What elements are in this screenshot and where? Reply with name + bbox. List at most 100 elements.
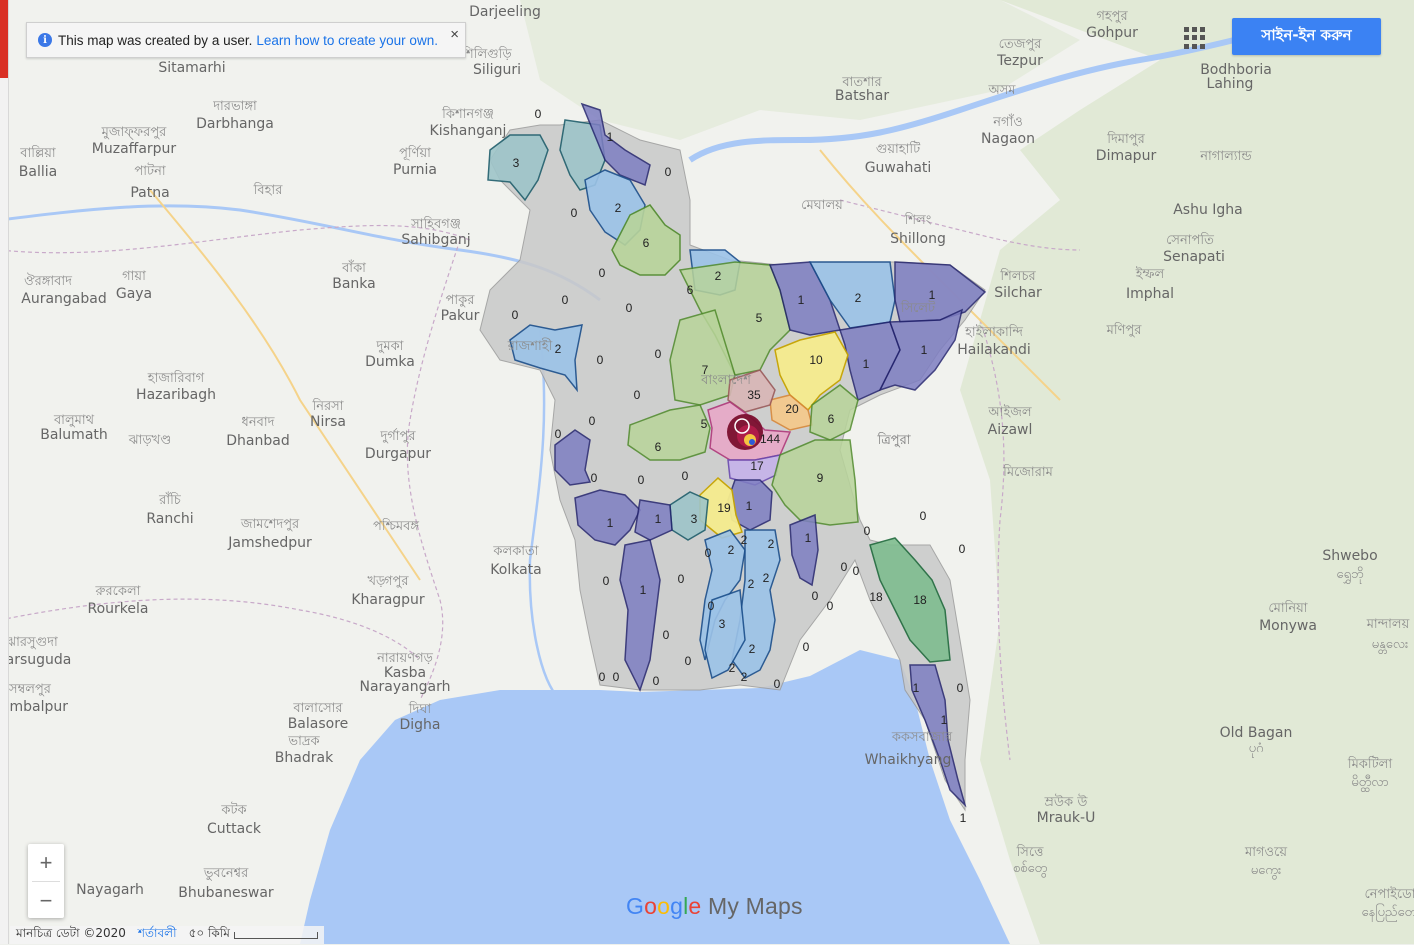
place-label: Ashu Igha bbox=[1173, 202, 1243, 218]
district-count-label: 2 bbox=[555, 342, 562, 356]
place-label: বাংলাদেশ bbox=[700, 373, 751, 388]
place-label: Balumath bbox=[40, 427, 108, 443]
state-border bbox=[406, 239, 461, 701]
district-count-label: 6 bbox=[828, 412, 835, 426]
place-label: তেজপুর bbox=[999, 37, 1042, 52]
state-border bbox=[0, 224, 471, 254]
place-label: Tezpur bbox=[996, 53, 1043, 69]
district-shape bbox=[727, 369, 776, 413]
place-label: မကွေး bbox=[1251, 863, 1282, 880]
place-label: পূর্ণিয়া bbox=[399, 145, 431, 161]
place-label: Senapati bbox=[1163, 249, 1225, 265]
place-label: Guwahati bbox=[865, 160, 932, 176]
place-label: গুয়াহাটি bbox=[876, 141, 921, 157]
place-label: Gohpur bbox=[1086, 25, 1138, 41]
district-shape bbox=[487, 134, 549, 202]
place-label: Pakur bbox=[441, 308, 480, 324]
district-count-label: 17 bbox=[750, 459, 764, 473]
place-label: নিরসা bbox=[312, 398, 344, 414]
place-label: অসম bbox=[987, 83, 1016, 98]
place-label: Gaya bbox=[116, 286, 152, 302]
place-label: হাজারিবাগ bbox=[147, 370, 205, 386]
district-count-label: 0 bbox=[555, 427, 562, 441]
zoom-control: + − bbox=[28, 844, 64, 918]
place-label: রাঁচি bbox=[158, 492, 182, 508]
district-count-label: 0 bbox=[535, 107, 542, 121]
place-label: মিকটিলা bbox=[1347, 756, 1393, 772]
apps-grid-icon[interactable] bbox=[1184, 27, 1206, 49]
place-label: Dhanbad bbox=[226, 433, 289, 449]
learn-more-link[interactable]: Learn how to create your own. bbox=[256, 32, 438, 48]
place-label: কটক bbox=[220, 802, 247, 818]
map-data-attribution: মানচিত্র ডেটা ©2020 bbox=[16, 926, 126, 940]
place-label: Nagaon bbox=[981, 131, 1035, 147]
district-count-label: 0 bbox=[841, 560, 848, 574]
district-count-label: 0 bbox=[803, 640, 810, 654]
highway bbox=[149, 189, 421, 581]
district-count-label: 0 bbox=[638, 473, 645, 487]
district-count-label: 1 bbox=[960, 811, 967, 825]
place-label: Shillong bbox=[890, 231, 946, 247]
district-count-label: 5 bbox=[756, 311, 763, 325]
district-count-label: 1 bbox=[929, 288, 936, 302]
district-count-label: 2 bbox=[763, 571, 770, 585]
district-count-label: 2 bbox=[748, 577, 755, 591]
state-border bbox=[0, 598, 421, 661]
close-icon[interactable]: × bbox=[450, 26, 459, 43]
district-count-label: 1 bbox=[607, 130, 614, 144]
place-label: ပုဂံ bbox=[1249, 741, 1264, 758]
district-count-label: 2 bbox=[615, 201, 622, 215]
hills-terrain bbox=[960, 0, 1414, 944]
district-count-label: 0 bbox=[613, 670, 620, 684]
zoom-in-button[interactable]: + bbox=[39, 849, 53, 875]
terms-link[interactable]: শর্তাবলী bbox=[137, 926, 177, 940]
place-label: Kharagpur bbox=[351, 592, 425, 608]
district-count-label: 2 bbox=[741, 533, 748, 547]
place-label: Rourkela bbox=[88, 601, 149, 617]
district-count-label: 0 bbox=[827, 599, 834, 613]
place-label: নগাঁও bbox=[992, 114, 1023, 130]
district-count-label: 0 bbox=[591, 471, 598, 485]
district-count-label: 1 bbox=[640, 583, 647, 597]
place-label: Nayagarh bbox=[76, 882, 144, 898]
place-label: Dumka bbox=[365, 354, 415, 370]
place-label: Kolkata bbox=[490, 562, 541, 578]
district-count-label: 18 bbox=[869, 590, 883, 604]
district-count-label: 0 bbox=[682, 469, 689, 483]
place-label: পশ্চিমবঙ্গ bbox=[373, 518, 419, 534]
place-label: হাইলাকান্দি bbox=[964, 324, 1023, 340]
place-label: নাগাল্যান্ড bbox=[1199, 149, 1252, 164]
place-label: সিত্তে bbox=[1016, 844, 1045, 860]
place-label: Aizawl bbox=[988, 422, 1033, 438]
place-label: বাল্লিয়া bbox=[19, 145, 56, 161]
place-label: জামশেদপুর bbox=[240, 517, 300, 532]
district-count-label: 0 bbox=[597, 353, 604, 367]
district-count-label: 0 bbox=[853, 564, 860, 578]
place-label: ম্রউক উ bbox=[1044, 794, 1089, 810]
place-label: গায়া bbox=[122, 269, 146, 284]
place-label: Kishanganj bbox=[430, 123, 507, 139]
district-count-label: 9 bbox=[817, 471, 824, 485]
district-count-label: 35 bbox=[747, 388, 761, 402]
place-label: সেনাপতি bbox=[1166, 232, 1214, 248]
place-label: কলকাতা bbox=[492, 544, 538, 559]
district-shape bbox=[669, 309, 736, 406]
scale-bar bbox=[233, 931, 318, 939]
place-label: Old Bagan bbox=[1220, 725, 1293, 741]
place-label: Balasore bbox=[288, 716, 349, 732]
zoom-out-button[interactable]: − bbox=[39, 887, 53, 913]
place-label: ত্রিপুরা bbox=[876, 432, 910, 448]
place-label: দুমকা bbox=[376, 339, 404, 354]
district-count-label: 0 bbox=[634, 388, 641, 402]
district-shape bbox=[878, 308, 964, 392]
signin-button[interactable]: সাইন-ইন করুন bbox=[1232, 18, 1381, 55]
district-count-label: 0 bbox=[562, 293, 569, 307]
district-count-label: 0 bbox=[705, 546, 712, 560]
district-count-label: 3 bbox=[513, 156, 520, 170]
place-label: Monywa bbox=[1259, 618, 1317, 634]
place-label: စစ်တွေ bbox=[1013, 860, 1047, 878]
place-label: Durgapur bbox=[365, 446, 431, 462]
brahmaputra-river bbox=[688, 27, 1281, 163]
place-label: আইজল bbox=[987, 404, 1032, 420]
